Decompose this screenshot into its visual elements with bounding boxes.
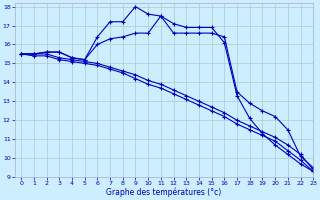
X-axis label: Graphe des températures (°c): Graphe des températures (°c)	[106, 188, 222, 197]
